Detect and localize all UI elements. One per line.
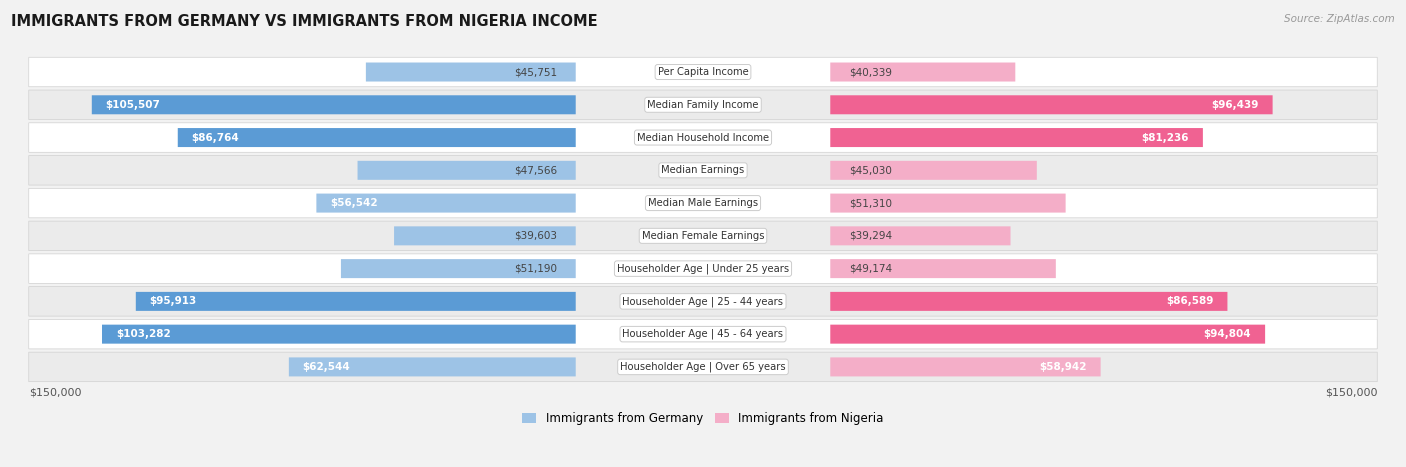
Text: $45,751: $45,751: [515, 67, 557, 77]
Text: Median Earnings: Median Earnings: [661, 165, 745, 175]
Text: $150,000: $150,000: [28, 387, 82, 397]
Text: Householder Age | 25 - 44 years: Householder Age | 25 - 44 years: [623, 296, 783, 307]
FancyBboxPatch shape: [831, 194, 1066, 212]
Text: Householder Age | Under 25 years: Householder Age | Under 25 years: [617, 263, 789, 274]
Text: $105,507: $105,507: [105, 100, 160, 110]
FancyBboxPatch shape: [831, 292, 1227, 311]
FancyBboxPatch shape: [831, 128, 1204, 147]
FancyBboxPatch shape: [831, 63, 1015, 82]
FancyBboxPatch shape: [316, 194, 575, 212]
Text: $103,282: $103,282: [115, 329, 170, 339]
Text: $62,544: $62,544: [302, 362, 350, 372]
FancyBboxPatch shape: [366, 63, 575, 82]
FancyBboxPatch shape: [831, 95, 1272, 114]
FancyBboxPatch shape: [28, 156, 1378, 185]
FancyBboxPatch shape: [136, 292, 575, 311]
FancyBboxPatch shape: [28, 221, 1378, 251]
Text: $150,000: $150,000: [1324, 387, 1378, 397]
FancyBboxPatch shape: [28, 254, 1378, 283]
Text: $39,294: $39,294: [849, 231, 891, 241]
Text: $81,236: $81,236: [1142, 133, 1189, 142]
Text: Per Capita Income: Per Capita Income: [658, 67, 748, 77]
Text: $40,339: $40,339: [849, 67, 891, 77]
Legend: Immigrants from Germany, Immigrants from Nigeria: Immigrants from Germany, Immigrants from…: [517, 408, 889, 430]
FancyBboxPatch shape: [28, 123, 1378, 152]
FancyBboxPatch shape: [28, 352, 1378, 382]
Text: $86,764: $86,764: [191, 133, 239, 142]
Text: Householder Age | 45 - 64 years: Householder Age | 45 - 64 years: [623, 329, 783, 340]
Text: Median Family Income: Median Family Income: [647, 100, 759, 110]
FancyBboxPatch shape: [28, 57, 1378, 87]
Text: $94,804: $94,804: [1204, 329, 1251, 339]
Text: Median Household Income: Median Household Income: [637, 133, 769, 142]
Text: Median Female Earnings: Median Female Earnings: [641, 231, 765, 241]
Text: $39,603: $39,603: [515, 231, 557, 241]
FancyBboxPatch shape: [831, 325, 1265, 344]
Text: Median Male Earnings: Median Male Earnings: [648, 198, 758, 208]
Text: $95,913: $95,913: [149, 297, 197, 306]
FancyBboxPatch shape: [394, 226, 575, 245]
Text: $58,942: $58,942: [1039, 362, 1087, 372]
Text: $86,589: $86,589: [1167, 297, 1213, 306]
FancyBboxPatch shape: [103, 325, 575, 344]
FancyBboxPatch shape: [28, 319, 1378, 349]
Text: IMMIGRANTS FROM GERMANY VS IMMIGRANTS FROM NIGERIA INCOME: IMMIGRANTS FROM GERMANY VS IMMIGRANTS FR…: [11, 14, 598, 29]
Text: $51,190: $51,190: [515, 263, 557, 274]
FancyBboxPatch shape: [831, 161, 1036, 180]
FancyBboxPatch shape: [288, 357, 575, 376]
FancyBboxPatch shape: [28, 188, 1378, 218]
FancyBboxPatch shape: [28, 287, 1378, 316]
FancyBboxPatch shape: [177, 128, 575, 147]
Text: $47,566: $47,566: [515, 165, 557, 175]
FancyBboxPatch shape: [357, 161, 575, 180]
Text: Source: ZipAtlas.com: Source: ZipAtlas.com: [1284, 14, 1395, 24]
FancyBboxPatch shape: [91, 95, 575, 114]
FancyBboxPatch shape: [28, 90, 1378, 120]
Text: $56,542: $56,542: [330, 198, 378, 208]
Text: $45,030: $45,030: [849, 165, 891, 175]
FancyBboxPatch shape: [831, 259, 1056, 278]
Text: Householder Age | Over 65 years: Householder Age | Over 65 years: [620, 361, 786, 372]
FancyBboxPatch shape: [831, 357, 1101, 376]
Text: $51,310: $51,310: [849, 198, 891, 208]
Text: $49,174: $49,174: [849, 263, 891, 274]
FancyBboxPatch shape: [831, 226, 1011, 245]
Text: $96,439: $96,439: [1212, 100, 1258, 110]
FancyBboxPatch shape: [340, 259, 575, 278]
